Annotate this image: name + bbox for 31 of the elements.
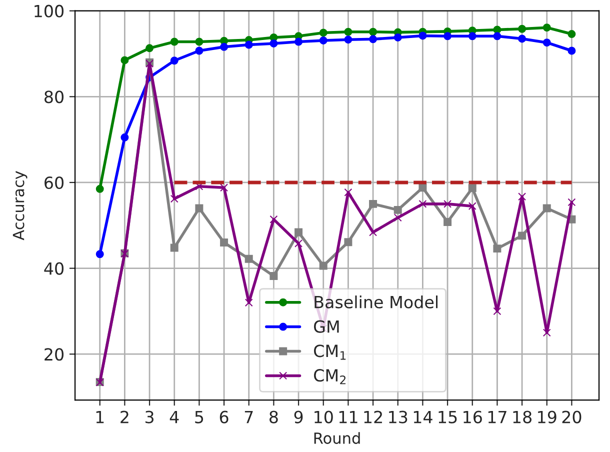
y-tick-label: 40	[44, 262, 64, 275]
legend-label: CM$_{2}$	[314, 369, 346, 384]
x-tick-label: 5	[195, 410, 204, 424]
x-tick-label: 16	[464, 410, 482, 424]
legend-label: CM$_{1}$	[314, 344, 346, 360]
x-axis-title: Round	[314, 432, 360, 444]
x-tick-label: 20	[562, 410, 582, 424]
x-tick-label: 7	[244, 410, 253, 424]
x-tick-label: 9	[294, 410, 303, 424]
x-tick-label: 2	[120, 410, 128, 424]
y-tick-label: 60	[44, 176, 64, 190]
x-tick-label: 18	[513, 410, 532, 424]
x-tick-label: 14	[414, 410, 432, 424]
x-tick-label: 11	[339, 410, 358, 424]
x-tick-label: 15	[438, 410, 457, 424]
x-tick-label: 17	[488, 410, 506, 424]
x-tick-label: 8	[270, 410, 278, 424]
y-tick-label: 80	[44, 90, 64, 104]
y-tick-label: 20	[44, 348, 64, 361]
legend-label: Baseline Model	[314, 296, 438, 308]
y-axis-title: Accuracy	[12, 171, 28, 240]
x-tick-label: 10	[314, 410, 333, 424]
legend-label: GM	[314, 320, 339, 333]
x-tick-label: 1	[96, 410, 104, 424]
x-tick-label: 12	[364, 410, 382, 424]
x-tick-label: 13	[389, 410, 408, 424]
x-tick-label: 3	[146, 410, 154, 424]
y-tick-label: 100	[34, 4, 64, 18]
x-tick-label: 19	[538, 410, 556, 424]
x-tick-label: 6	[220, 410, 228, 424]
x-tick-label: 4	[170, 410, 179, 424]
